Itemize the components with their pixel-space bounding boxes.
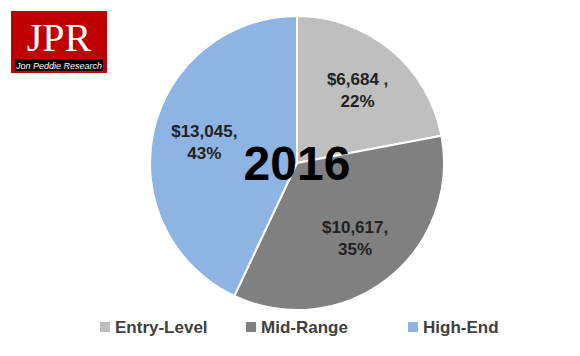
value-label-line: 43%	[187, 144, 221, 163]
legend-label: Mid-Range	[261, 318, 348, 337]
legend-label: Entry-Level	[115, 318, 208, 337]
legend-label: High-End	[423, 318, 499, 337]
value-label: $6,684 , 22%	[327, 70, 388, 111]
labels: $6,684 , 22% $10,617, 35% $13,045, 43% 2016	[171, 70, 388, 259]
logo-subtitle: Jon Peddie Research	[15, 61, 102, 71]
legend: Entry-Level Mid-Range High-End	[100, 318, 499, 337]
logo-text: JPR	[27, 15, 92, 60]
legend-swatch	[246, 322, 256, 332]
value-label: $10,617, 35%	[322, 218, 388, 259]
legend-swatch	[100, 322, 110, 332]
value-label-line: 35%	[338, 240, 372, 259]
value-label-line: 22%	[341, 92, 375, 111]
logo-bar	[15, 59, 103, 71]
value-label-line: $10,617,	[322, 218, 388, 237]
logo: JPRJon Peddie Research	[11, 11, 107, 73]
legend-swatch	[408, 322, 418, 332]
title: 2016	[244, 137, 351, 190]
logo-box	[11, 11, 107, 73]
value-label-line: $6,684 ,	[327, 70, 388, 89]
pie	[150, 16, 444, 310]
value-label-line: $13,045,	[171, 122, 237, 141]
chart: JPRJon Peddie Research $6,684 , 22% $10,617…	[0, 0, 580, 356]
value-label: $13,045, 43%	[171, 122, 237, 163]
